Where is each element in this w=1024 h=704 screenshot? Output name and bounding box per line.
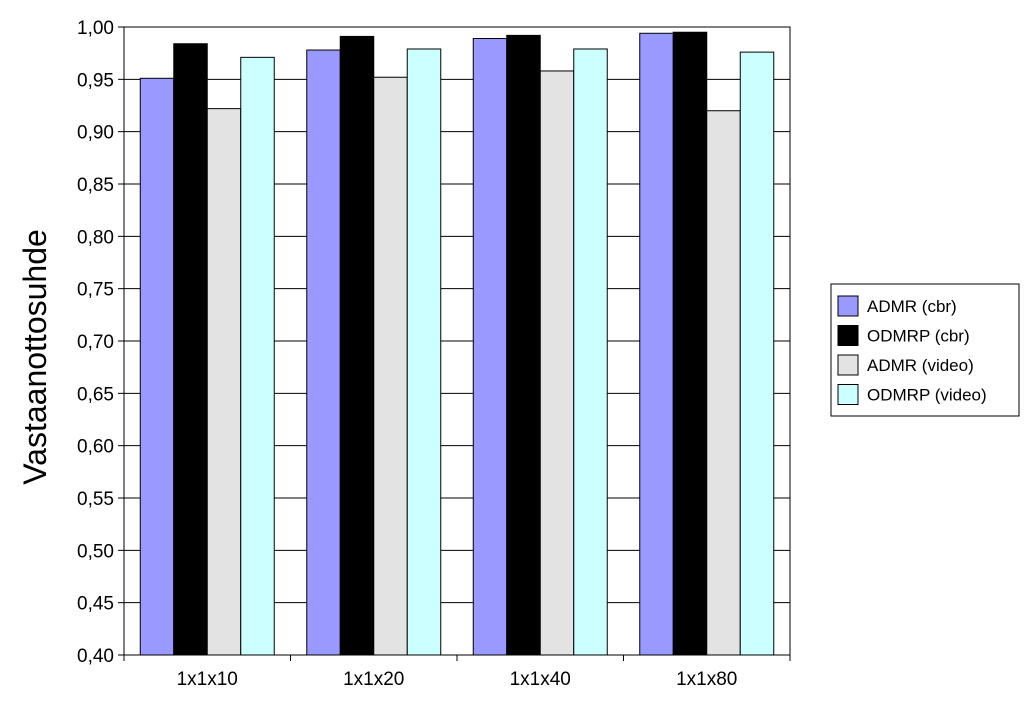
bar bbox=[472, 38, 508, 656]
legend-label: ODMRP (cbr) bbox=[867, 327, 970, 346]
y-tick-label: 0,40 bbox=[77, 646, 114, 667]
bar bbox=[639, 32, 674, 656]
bar bbox=[306, 49, 341, 656]
bar bbox=[406, 48, 442, 656]
legend-swatch bbox=[837, 295, 859, 317]
y-tick-label: 0,85 bbox=[77, 175, 114, 196]
bar bbox=[672, 31, 708, 656]
y-tick-label: 0,45 bbox=[77, 594, 114, 615]
y-tick-label: 1,00 bbox=[77, 18, 114, 39]
y-tick-label: 0,80 bbox=[77, 227, 114, 248]
x-tick-label: 1x1x80 bbox=[676, 669, 737, 690]
legend: ADMR (cbr) ODMRP (cbr) ADMR (video) ODMRP (… bbox=[830, 283, 1020, 417]
legend-label: ODMRP (video) bbox=[867, 386, 987, 405]
y-tick-label: 0,90 bbox=[77, 123, 114, 144]
x-tick-label: 1x1x20 bbox=[343, 669, 404, 690]
bar bbox=[173, 43, 208, 656]
bar bbox=[139, 77, 175, 656]
y-axis-label: Vastaanottosuhde bbox=[17, 229, 53, 485]
y-tick-label: 0,60 bbox=[77, 437, 114, 458]
legend-swatch bbox=[837, 384, 859, 405]
bar bbox=[373, 76, 408, 656]
y-tick-label: 0,50 bbox=[77, 541, 114, 562]
x-tick-label: 1x1x40 bbox=[510, 669, 571, 690]
x-axis: 1x1x10 1x1x20 1x1x40 1x1x80 bbox=[123, 655, 791, 690]
y-axis: 0,40 0,45 0,50 0,55 0,60 0,65 0,70 0,75 0,80 0,85… bbox=[77, 18, 124, 667]
bar bbox=[206, 108, 242, 656]
bar bbox=[706, 110, 741, 656]
y-tick-label: 0,75 bbox=[77, 280, 114, 301]
legend-box bbox=[830, 283, 1020, 417]
bar bbox=[539, 70, 575, 656]
legend-swatch bbox=[837, 354, 859, 376]
y-tick-label: 0,65 bbox=[77, 384, 114, 405]
bar bbox=[339, 35, 375, 656]
legend-label: ADMR (video) bbox=[867, 356, 974, 375]
y-tick-label: 0,70 bbox=[77, 332, 114, 353]
bar bbox=[573, 48, 608, 656]
bar bbox=[240, 56, 275, 656]
bars bbox=[139, 31, 775, 656]
y-tick-label: 0,95 bbox=[77, 70, 114, 91]
bar bbox=[739, 51, 775, 656]
bar bbox=[506, 34, 541, 656]
legend-label: ADMR (cbr) bbox=[867, 297, 957, 316]
y-tick-label: 0,55 bbox=[77, 489, 114, 510]
x-tick-label: 1x1x10 bbox=[177, 669, 238, 690]
legend-swatch bbox=[837, 325, 859, 346]
